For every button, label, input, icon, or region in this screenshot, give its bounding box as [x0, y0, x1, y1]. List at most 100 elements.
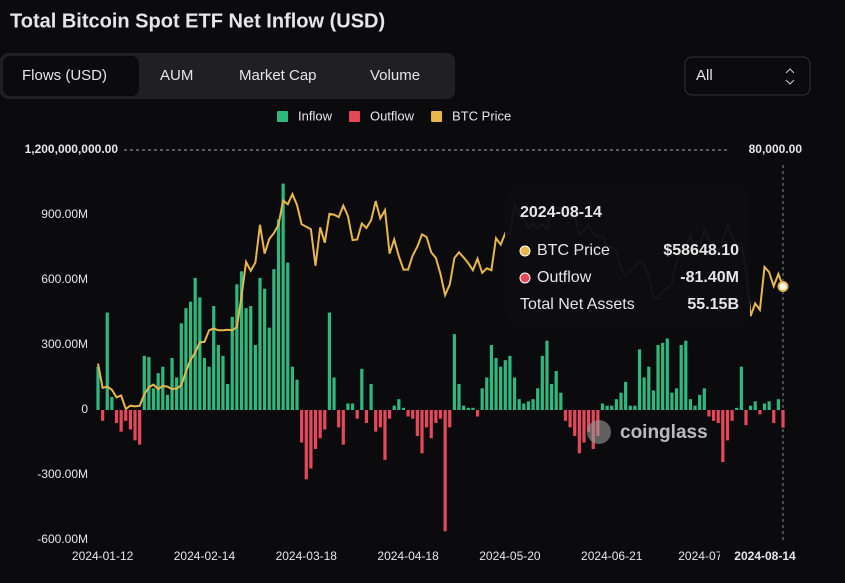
tooltip-value: -81.40M	[680, 269, 739, 286]
bar	[295, 379, 299, 410]
bar	[582, 410, 586, 443]
legend-label: Outflow	[370, 108, 415, 123]
bar	[452, 334, 456, 410]
bar	[425, 410, 429, 428]
bar	[443, 410, 447, 532]
bar	[364, 410, 369, 423]
bar	[781, 410, 785, 428]
y-tick-label: 900.00M	[41, 207, 88, 221]
bar	[225, 384, 230, 410]
bar	[735, 407, 739, 410]
plot: -600.00M -300.00M 0 300.00M 600.00M 900.00M 1,…	[25, 142, 803, 563]
bar	[318, 410, 322, 439]
bar	[512, 377, 517, 410]
bar	[545, 340, 549, 410]
bar	[286, 262, 290, 410]
bar	[739, 366, 743, 410]
tooltip	[505, 190, 750, 322]
bar	[499, 366, 503, 410]
bar	[642, 377, 646, 410]
bar	[716, 410, 720, 423]
bar	[540, 355, 544, 410]
bar	[406, 410, 410, 417]
bar	[749, 405, 753, 410]
tab[interactable]: AUM	[160, 67, 193, 84]
bar	[216, 345, 220, 410]
bar	[698, 394, 702, 410]
bar	[263, 288, 267, 410]
bar	[420, 410, 424, 454]
bar	[221, 355, 225, 410]
tooltip-value: 55.15B	[687, 296, 739, 313]
bar	[614, 399, 618, 410]
bar	[489, 345, 494, 410]
bar	[707, 410, 711, 417]
tab-active[interactable]	[3, 56, 139, 96]
bar	[480, 388, 484, 410]
tooltip-dot	[519, 245, 531, 257]
bar	[508, 355, 512, 410]
watermark: coinglass	[620, 422, 708, 443]
x-tick-label: 2024-05-20	[479, 549, 541, 563]
bar	[485, 377, 489, 410]
tab[interactable]: Market Cap	[239, 67, 317, 84]
legend-swatch	[277, 111, 288, 122]
bar	[337, 410, 341, 428]
bar	[369, 384, 373, 410]
bar	[438, 410, 443, 419]
bar	[124, 410, 128, 421]
bar	[415, 410, 419, 436]
bar	[656, 345, 660, 410]
bar	[475, 410, 480, 417]
bar	[128, 410, 132, 430]
bar	[179, 323, 183, 410]
bar	[448, 410, 452, 428]
bar	[559, 392, 563, 410]
legend-label: BTC Price	[452, 108, 511, 123]
bar	[235, 284, 239, 410]
legend-swatch	[431, 111, 443, 122]
bar	[772, 410, 776, 423]
overlay: coinglass 2024-08-14 BTC Price $58648.10 Out…	[505, 190, 810, 568]
bar	[378, 410, 382, 428]
selector[interactable]	[684, 56, 811, 96]
bar	[637, 349, 642, 410]
bar	[267, 327, 271, 410]
bar	[517, 399, 521, 410]
bar	[401, 407, 406, 410]
bar	[531, 399, 535, 410]
bar	[207, 366, 211, 410]
bar	[258, 277, 262, 410]
bar	[661, 342, 665, 410]
bar	[323, 410, 327, 430]
legend-label: Inflow	[298, 108, 333, 123]
bar	[397, 399, 401, 410]
bar	[624, 381, 628, 410]
bar	[327, 312, 332, 410]
bar	[244, 308, 248, 410]
bar	[161, 366, 165, 410]
bar	[600, 403, 605, 410]
bar	[230, 316, 234, 410]
bar	[272, 269, 276, 410]
bar	[758, 410, 762, 415]
bar	[549, 384, 554, 410]
bar	[568, 410, 572, 428]
bar	[239, 271, 244, 410]
bar	[147, 356, 151, 410]
bar	[119, 410, 123, 432]
x-tick-label: 2024-04-18	[377, 549, 439, 563]
tab[interactable]: Flows (USD)	[22, 67, 107, 84]
x-tick-label: 2024-03-18	[276, 549, 338, 563]
bar	[151, 388, 156, 410]
tooltip-label: BTC Price	[537, 242, 610, 259]
bar	[587, 410, 591, 432]
bar	[341, 410, 345, 445]
bar	[142, 355, 146, 410]
bar	[471, 407, 475, 410]
tab[interactable]: Volume	[370, 67, 420, 84]
selector-text[interactable]: All	[696, 67, 713, 84]
bar	[411, 410, 415, 419]
bar	[198, 297, 202, 410]
